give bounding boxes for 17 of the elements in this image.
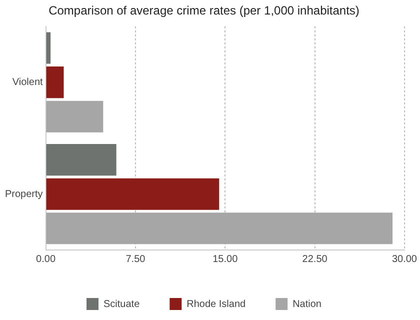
bar [46, 144, 116, 176]
bar [46, 212, 393, 244]
bar [46, 100, 104, 132]
x-tick-label: 0.00 [36, 254, 56, 265]
legend-label: Scituate [104, 298, 140, 310]
bar [46, 32, 51, 64]
legend-label: Nation [292, 298, 322, 310]
y-tick-label: Violent [12, 77, 44, 88]
y-tick-label: Property [4, 188, 43, 200]
chart-title: Comparison of average crime rates (per 1,000 inhabitants) [48, 4, 360, 18]
legend-label: Rhode Island [186, 298, 246, 310]
x-tick-label: 7.50 [126, 254, 146, 265]
bar [46, 66, 64, 98]
bar [46, 178, 220, 210]
x-tick-label: 30.00 [392, 254, 418, 265]
x-tick-label: 22.50 [302, 254, 328, 265]
x-tick-label: 15.00 [212, 254, 238, 265]
